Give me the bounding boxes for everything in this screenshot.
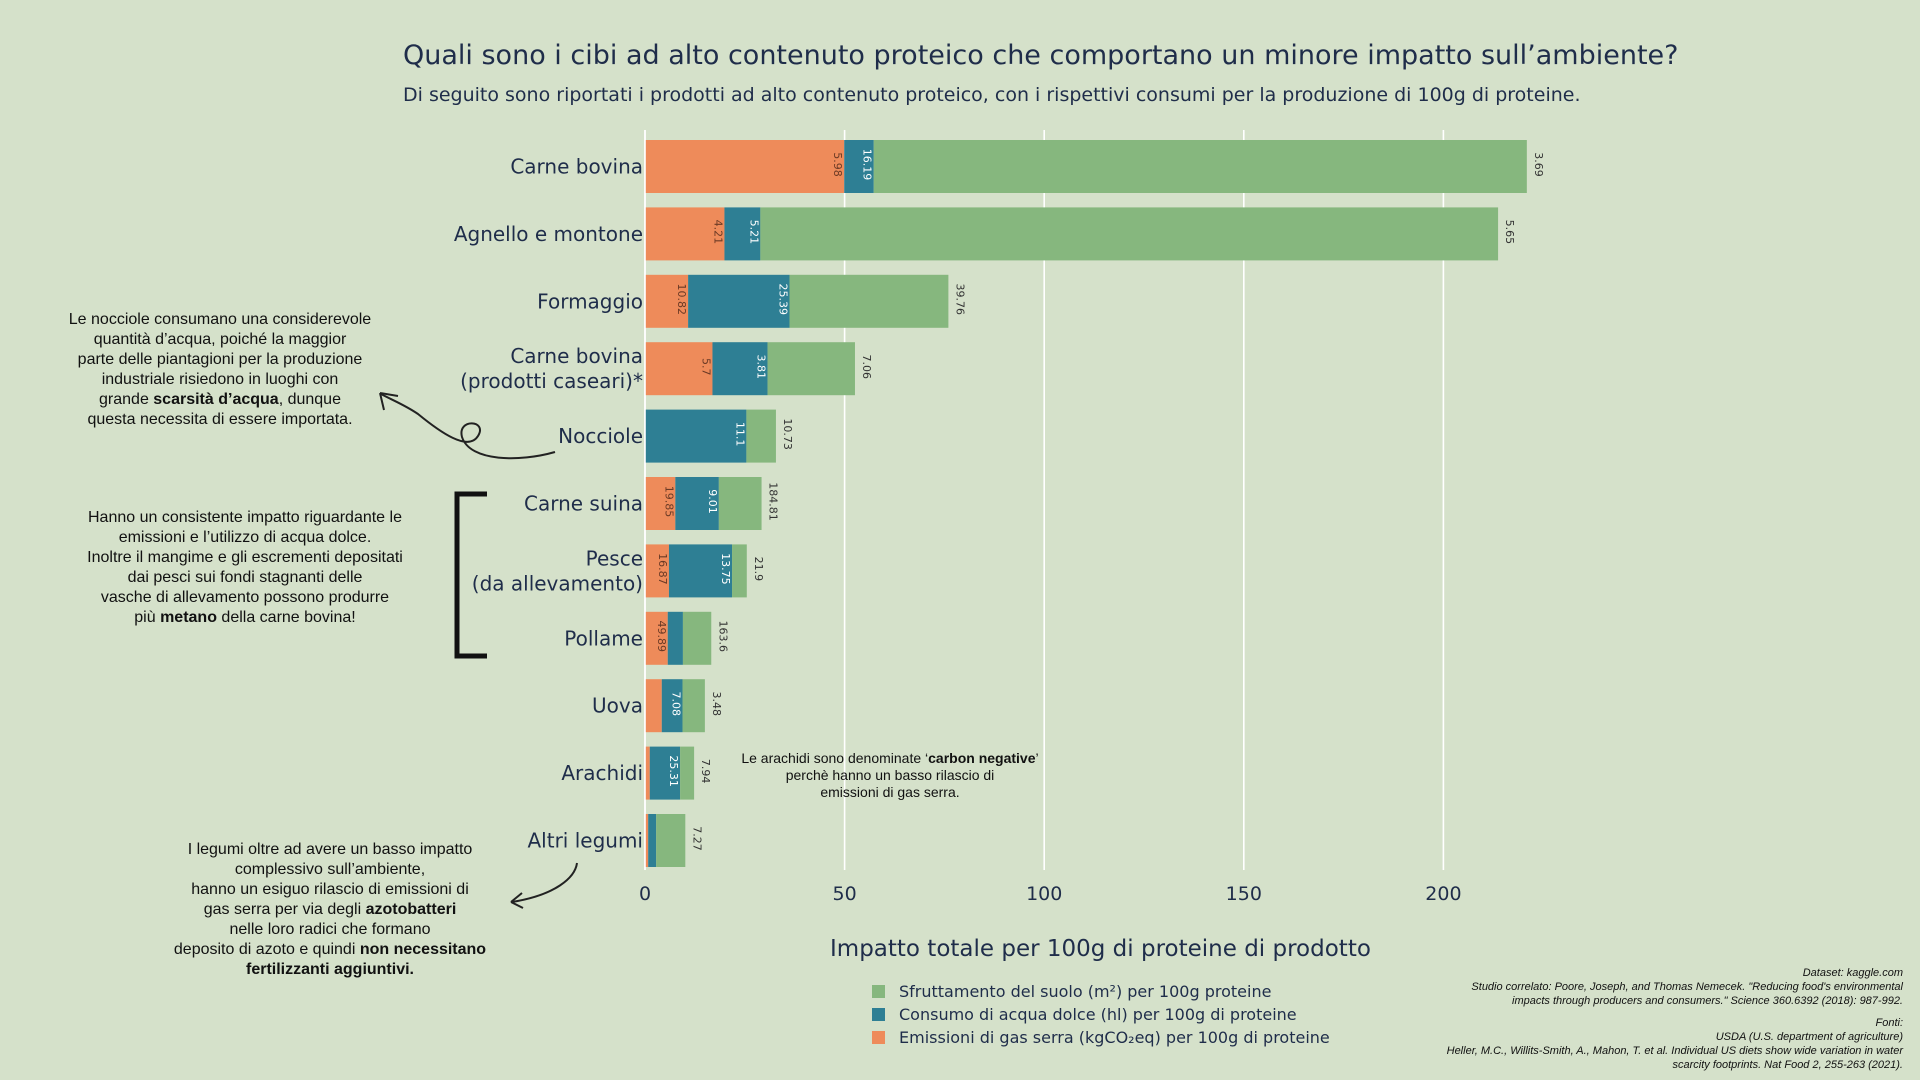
bar-acqua bbox=[844, 140, 874, 193]
bar-value-label: 39.76 bbox=[953, 284, 966, 316]
bar-value-label: 25.39 bbox=[777, 284, 790, 316]
bar-suolo bbox=[682, 611, 712, 665]
bar-value-label: 10.82 bbox=[675, 284, 688, 316]
category-label: Formaggio bbox=[537, 289, 643, 313]
arrow-nocciole-icon bbox=[380, 393, 556, 460]
arrow-legumi-icon bbox=[511, 862, 578, 903]
bar-emissioni bbox=[645, 342, 713, 396]
x-tick-label: 150 bbox=[1226, 883, 1262, 905]
bar-suolo bbox=[746, 409, 776, 463]
legend: Sfruttamento del suolo (m²) per 100g pro… bbox=[872, 980, 1330, 1049]
x-axis-title: Impatto totale per 100g di proteine di p… bbox=[830, 936, 1371, 962]
bar-value-label: 7.27 bbox=[690, 826, 703, 851]
x-tick-label: 50 bbox=[833, 883, 857, 905]
sources: Dataset: kaggle.com Studio correlato: Po… bbox=[1446, 967, 1903, 1071]
bar-emissioni bbox=[645, 746, 650, 800]
legend-swatch-acqua bbox=[872, 1008, 885, 1021]
category-label: Arachidi bbox=[561, 761, 643, 785]
bar-value-label: 21.9 bbox=[752, 557, 765, 582]
bar-value-label: 5.98 bbox=[831, 152, 844, 177]
bar-acqua bbox=[645, 409, 747, 463]
bar-emissioni bbox=[645, 274, 689, 328]
bar-acqua bbox=[667, 611, 683, 665]
x-tick-label: 200 bbox=[1425, 883, 1461, 905]
bar-acqua bbox=[668, 544, 733, 598]
bar-value-label: 16.19 bbox=[861, 149, 874, 181]
category-label: Carne bovina bbox=[510, 344, 643, 368]
annotation-arachidi: Le arachidi sono denominate ‘carbon nega… bbox=[741, 750, 1039, 800]
legend-swatch-emissioni bbox=[872, 1031, 885, 1044]
category-label: (prodotti caseari)* bbox=[460, 369, 643, 393]
bar-emissioni bbox=[645, 140, 845, 193]
bar-value-label: 13.75 bbox=[719, 553, 732, 585]
category-label: Agnello e montone bbox=[454, 222, 643, 246]
bar-value-label: 5.7 bbox=[699, 358, 712, 376]
bar-value-label: 3.81 bbox=[755, 354, 768, 379]
category-label: Altri legumi bbox=[528, 829, 644, 853]
annotation-legumi: I legumi oltre ad avere un basso impatto… bbox=[173, 841, 487, 978]
x-tick-label: 0 bbox=[639, 883, 651, 905]
bar-emissioni bbox=[645, 477, 676, 530]
bar-value-label: 7.08 bbox=[670, 691, 683, 716]
annotation-pesce: Hanno un consistente impatto riguardante… bbox=[87, 509, 403, 626]
category-label: Carne suina bbox=[524, 492, 643, 516]
category-label: Uova bbox=[592, 694, 643, 718]
bar-value-label: 9.01 bbox=[706, 489, 719, 514]
bracket-icon bbox=[454, 491, 487, 659]
bar-emissioni bbox=[645, 611, 668, 665]
legend-swatch-suolo bbox=[872, 985, 885, 998]
bar-acqua bbox=[661, 679, 683, 733]
legend-item-acqua: Consumo di acqua dolce (hl) per 100g di … bbox=[872, 1003, 1330, 1026]
category-label: Pesce bbox=[586, 546, 643, 570]
bar-value-label: 10.73 bbox=[781, 418, 794, 450]
bar-suolo bbox=[682, 679, 705, 733]
bar-value-label: 11.1 bbox=[733, 422, 746, 447]
arrowhead-nocciole-icon bbox=[379, 392, 399, 411]
arrowhead-legumi-icon bbox=[510, 892, 524, 909]
bar-value-label: 5.65 bbox=[1503, 220, 1516, 245]
annotation-nocciole: Le nocciole consumano una considerevole … bbox=[68, 311, 372, 428]
bar-emissioni bbox=[645, 207, 725, 261]
bar-emissioni bbox=[645, 544, 669, 598]
bar-suolo bbox=[732, 544, 747, 598]
bar-suolo bbox=[789, 274, 949, 328]
chart-title: Quali sono i cibi ad alto contenuto prot… bbox=[403, 40, 1679, 71]
bar-value-label: 163.6 bbox=[716, 621, 729, 653]
bar-emissioni bbox=[645, 814, 649, 867]
bar-value-label: 7.06 bbox=[860, 354, 873, 379]
category-label: Nocciole bbox=[558, 424, 643, 448]
bar-acqua bbox=[688, 274, 790, 328]
bar-acqua bbox=[724, 207, 761, 261]
bar-value-label: 49.89 bbox=[655, 621, 668, 653]
bar-acqua bbox=[675, 477, 719, 530]
bar-suolo bbox=[767, 342, 855, 396]
legend-item-suolo: Sfruttamento del suolo (m²) per 100g pro… bbox=[872, 980, 1330, 1003]
chart-subtitle: Di seguito sono riportati i prodotti ad … bbox=[403, 84, 1581, 106]
category-label: Pollame bbox=[564, 626, 643, 650]
bar-suolo bbox=[656, 814, 686, 867]
bar-suolo bbox=[760, 207, 1499, 261]
category-label: Carne bovina bbox=[510, 155, 643, 179]
bar-value-label: 19.85 bbox=[662, 486, 675, 518]
bar-acqua bbox=[712, 342, 768, 396]
bar-acqua bbox=[649, 746, 681, 800]
category-label: (da allevamento) bbox=[472, 571, 643, 595]
bar-emissioni bbox=[645, 679, 662, 733]
bar-value-label: 7.94 bbox=[699, 759, 712, 784]
bar-suolo bbox=[680, 746, 695, 800]
bar-value-label: 5.21 bbox=[747, 220, 760, 245]
bar-value-label: 16.87 bbox=[656, 553, 669, 585]
bar-suolo bbox=[873, 140, 1527, 193]
x-tick-label: 100 bbox=[1026, 883, 1062, 905]
bar-value-label: 3.48 bbox=[710, 691, 723, 716]
bar-acqua bbox=[648, 814, 657, 867]
bar-value-label: 25.31 bbox=[667, 755, 680, 787]
bar-value-label: 184.81 bbox=[767, 482, 780, 521]
legend-item-emissioni: Emissioni di gas serra (kgCO₂eq) per 100… bbox=[872, 1026, 1330, 1049]
bar-value-label: 3.69 bbox=[1532, 152, 1545, 177]
bar-value-label: 4.21 bbox=[711, 220, 724, 245]
bar-suolo bbox=[718, 477, 762, 530]
